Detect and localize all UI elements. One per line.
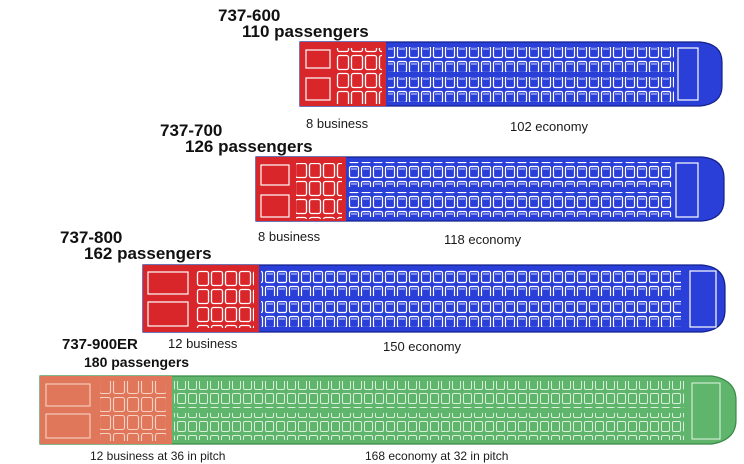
- model-title: 737-900ER: [62, 336, 138, 353]
- model-title: 737-700: [160, 121, 223, 140]
- economy-seats-lower: [348, 192, 672, 217]
- economy-caption: 102 economy: [510, 119, 589, 134]
- business-caption: 12 business at 36 in pitch: [90, 449, 226, 463]
- business-seats: [196, 270, 254, 328]
- passengers-title: 162 passengers: [84, 244, 212, 263]
- economy-seats-lower: [261, 301, 681, 327]
- economy-seats-lower: [174, 413, 684, 440]
- seatmap-737-600: [299, 41, 723, 107]
- economy-caption: 168 economy at 32 in pitch: [365, 449, 509, 463]
- model-title: 737-800: [60, 228, 123, 247]
- seatmap-737-700: [255, 156, 725, 222]
- business-caption: 8 business: [258, 229, 321, 244]
- seatmap-737-900er: [39, 375, 737, 445]
- business-seats: [296, 163, 342, 219]
- model-title: 737-600: [218, 6, 281, 25]
- economy-caption: 150 economy: [383, 339, 462, 354]
- business-caption: 12 business: [168, 336, 238, 351]
- business-caption: 8 business: [306, 116, 369, 131]
- business-seats: [100, 381, 166, 441]
- passengers-title: 180 passengers: [84, 354, 190, 370]
- economy-seats-lower: [388, 77, 674, 102]
- economy-seats-upper: [174, 381, 684, 408]
- business-seats: [336, 48, 382, 104]
- seatmap-737-800: [142, 264, 726, 333]
- economy-seats-upper: [388, 47, 674, 72]
- passengers-title: 126 passengers: [185, 137, 313, 156]
- economy-seats-upper: [348, 162, 672, 187]
- economy-seats-upper: [261, 270, 681, 296]
- passengers-title: 110 passengers: [242, 22, 369, 41]
- economy-caption: 118 economy: [444, 232, 522, 247]
